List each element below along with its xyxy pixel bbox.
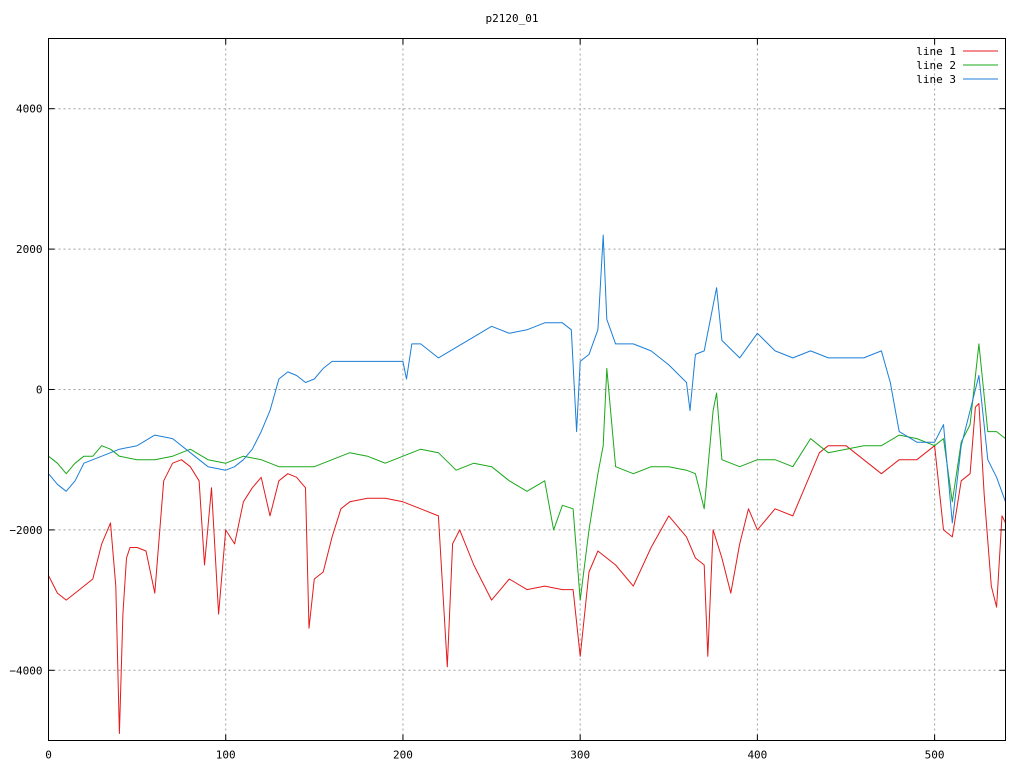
y-tick-label: 4000 xyxy=(16,103,43,116)
x-axis: 0 100 200 300 400 500 xyxy=(45,38,945,762)
series-group xyxy=(48,234,1006,734)
x-tick-label: 500 xyxy=(925,749,945,762)
y-tick-label: 2000 xyxy=(16,243,43,256)
series-line-3 xyxy=(48,234,1006,524)
y-axis: −4000 −2000 0 2000 4000 xyxy=(9,103,1006,677)
y-tick-label: −4000 xyxy=(9,664,42,677)
y-tick-label: −2000 xyxy=(9,524,42,537)
legend-label-2: line 2 xyxy=(916,59,956,72)
x-tick-label: 100 xyxy=(216,749,236,762)
grid xyxy=(48,38,1006,741)
legend-label-3: line 3 xyxy=(916,73,956,86)
x-tick-label: 0 xyxy=(45,749,52,762)
plot-frame xyxy=(48,38,1006,741)
series-line-2 xyxy=(48,343,1006,601)
series-line-1 xyxy=(48,403,1006,734)
y-tick-label: 0 xyxy=(36,384,43,397)
x-tick-label: 300 xyxy=(570,749,590,762)
x-tick-label: 400 xyxy=(747,749,767,762)
legend-label-1: line 1 xyxy=(916,45,956,58)
chart-title: p2120_01 xyxy=(486,12,539,25)
x-tick-label: 200 xyxy=(393,749,413,762)
